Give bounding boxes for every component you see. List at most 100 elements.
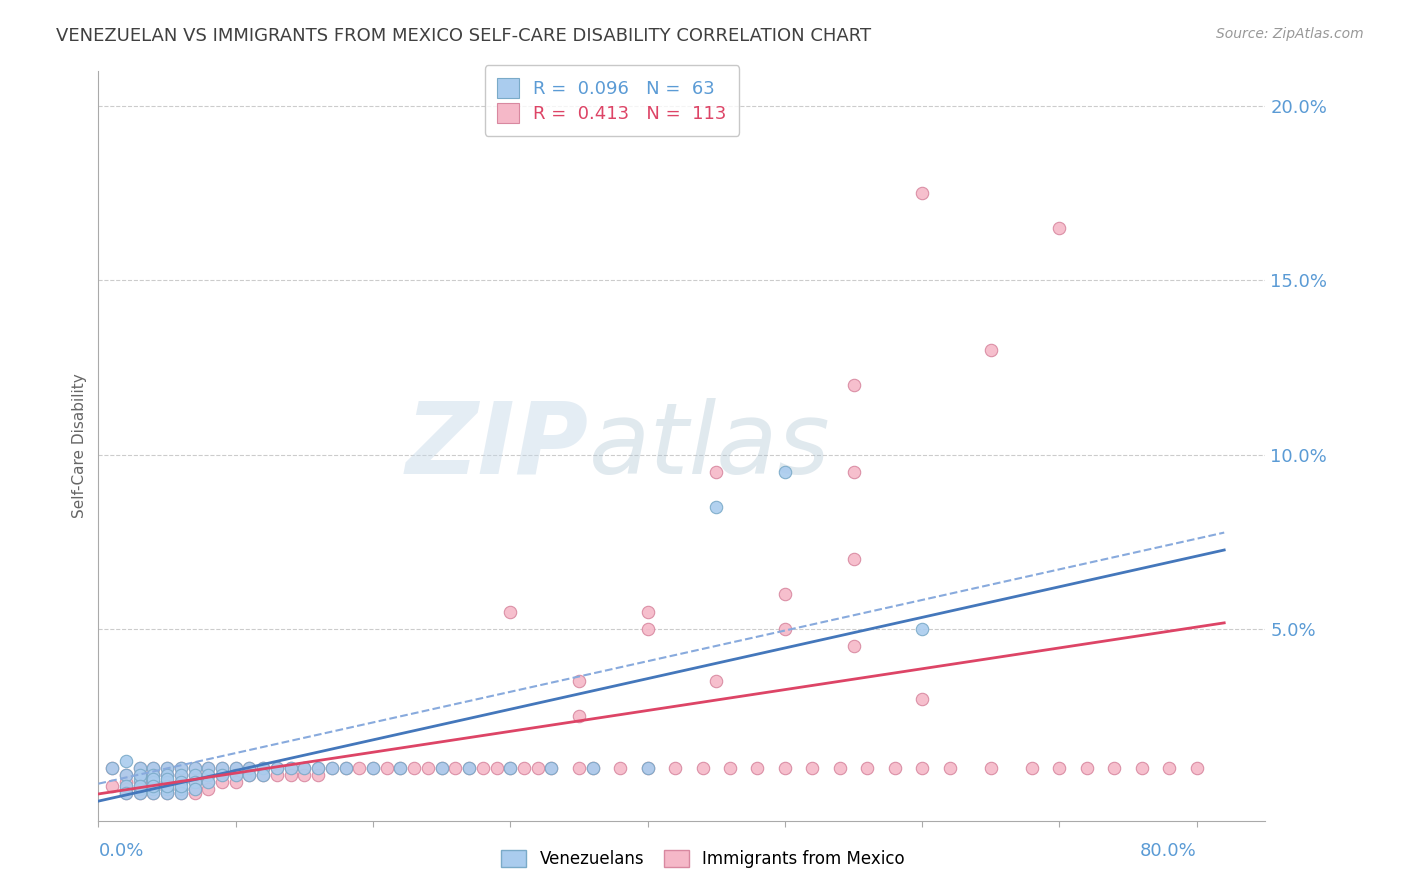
Point bbox=[773, 622, 796, 636]
Point bbox=[238, 761, 260, 775]
Point bbox=[842, 640, 865, 654]
Point bbox=[225, 761, 247, 775]
Text: 80.0%: 80.0% bbox=[1140, 841, 1197, 860]
Point bbox=[266, 761, 288, 775]
Point bbox=[128, 761, 150, 775]
Point bbox=[183, 782, 205, 797]
Point bbox=[704, 465, 727, 479]
Point bbox=[335, 761, 357, 775]
Point bbox=[499, 761, 522, 775]
Point bbox=[156, 782, 179, 797]
Point bbox=[1104, 761, 1126, 775]
Point bbox=[211, 768, 233, 782]
Point bbox=[307, 768, 329, 782]
Point bbox=[568, 674, 591, 689]
Point bbox=[142, 786, 165, 800]
Point bbox=[430, 761, 453, 775]
Point bbox=[211, 761, 233, 775]
Point bbox=[170, 768, 193, 782]
Point bbox=[842, 465, 865, 479]
Point bbox=[1049, 221, 1071, 235]
Point bbox=[980, 761, 1002, 775]
Point bbox=[128, 779, 150, 793]
Point bbox=[115, 786, 138, 800]
Point bbox=[321, 761, 343, 775]
Point bbox=[170, 761, 193, 775]
Point bbox=[692, 761, 714, 775]
Point bbox=[718, 761, 741, 775]
Point bbox=[183, 761, 205, 775]
Point bbox=[485, 761, 508, 775]
Point bbox=[568, 761, 591, 775]
Text: atlas: atlas bbox=[589, 398, 830, 494]
Point bbox=[225, 761, 247, 775]
Point bbox=[115, 779, 138, 793]
Point bbox=[128, 772, 150, 786]
Point bbox=[142, 761, 165, 775]
Point bbox=[142, 775, 165, 789]
Point bbox=[115, 782, 138, 797]
Point bbox=[704, 674, 727, 689]
Point bbox=[115, 755, 138, 769]
Point bbox=[156, 768, 179, 782]
Point bbox=[499, 761, 522, 775]
Point bbox=[128, 775, 150, 789]
Point bbox=[280, 761, 302, 775]
Point bbox=[444, 761, 467, 775]
Point bbox=[292, 761, 315, 775]
Point bbox=[321, 761, 343, 775]
Point bbox=[142, 782, 165, 797]
Point bbox=[197, 768, 219, 782]
Point bbox=[540, 761, 562, 775]
Point bbox=[637, 605, 659, 619]
Point bbox=[142, 779, 165, 793]
Point bbox=[156, 775, 179, 789]
Point bbox=[664, 761, 686, 775]
Point bbox=[211, 768, 233, 782]
Point bbox=[458, 761, 481, 775]
Point bbox=[856, 761, 879, 775]
Point bbox=[170, 782, 193, 797]
Point bbox=[183, 768, 205, 782]
Point bbox=[349, 761, 371, 775]
Point bbox=[747, 761, 769, 775]
Point bbox=[266, 768, 288, 782]
Point bbox=[389, 761, 412, 775]
Point bbox=[1130, 761, 1153, 775]
Point bbox=[128, 786, 150, 800]
Point bbox=[471, 761, 494, 775]
Point bbox=[170, 775, 193, 789]
Point bbox=[197, 775, 219, 789]
Point bbox=[183, 775, 205, 789]
Point bbox=[183, 768, 205, 782]
Point bbox=[170, 782, 193, 797]
Point bbox=[156, 772, 179, 786]
Point bbox=[128, 779, 150, 793]
Point bbox=[280, 761, 302, 775]
Legend: R =  0.096   N =  63, R =  0.413   N =  113: R = 0.096 N = 63, R = 0.413 N = 113 bbox=[485, 65, 740, 136]
Point bbox=[101, 761, 124, 775]
Point bbox=[197, 782, 219, 797]
Point bbox=[582, 761, 605, 775]
Point bbox=[156, 779, 179, 793]
Text: Source: ZipAtlas.com: Source: ZipAtlas.com bbox=[1216, 27, 1364, 41]
Point bbox=[307, 761, 329, 775]
Point bbox=[142, 775, 165, 789]
Point bbox=[142, 761, 165, 775]
Point bbox=[170, 768, 193, 782]
Point bbox=[183, 786, 205, 800]
Point bbox=[416, 761, 439, 775]
Point bbox=[637, 761, 659, 775]
Point bbox=[115, 768, 138, 782]
Point bbox=[252, 768, 274, 782]
Point bbox=[238, 761, 260, 775]
Point bbox=[183, 761, 205, 775]
Point bbox=[101, 761, 124, 775]
Point bbox=[704, 500, 727, 514]
Point bbox=[842, 552, 865, 566]
Point bbox=[211, 761, 233, 775]
Point bbox=[1021, 761, 1043, 775]
Point bbox=[801, 761, 824, 775]
Y-axis label: Self-Care Disability: Self-Care Disability bbox=[72, 374, 87, 518]
Point bbox=[252, 761, 274, 775]
